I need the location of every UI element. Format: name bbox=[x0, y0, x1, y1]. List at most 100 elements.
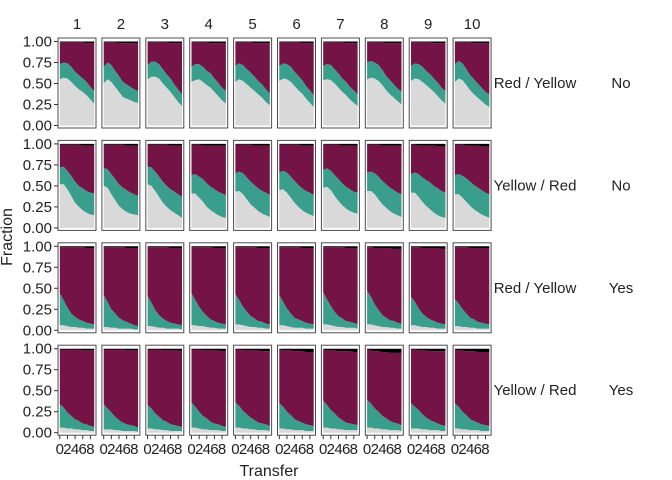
area-grey bbox=[59, 325, 95, 331]
panel bbox=[101, 344, 141, 436]
area-black bbox=[411, 41, 446, 44]
area-grey bbox=[191, 79, 226, 126]
area-black bbox=[103, 41, 139, 44]
area-maroon bbox=[323, 144, 358, 193]
area-teal bbox=[59, 404, 95, 432]
panel bbox=[233, 37, 273, 129]
panel bbox=[57, 37, 97, 129]
panel-grid bbox=[57, 37, 492, 436]
area-teal bbox=[235, 402, 270, 432]
area-maroon bbox=[367, 144, 402, 195]
y-tick-label: 1.00 bbox=[23, 34, 52, 51]
panel bbox=[320, 37, 360, 129]
area-maroon bbox=[103, 349, 139, 428]
panel bbox=[101, 139, 141, 231]
panel bbox=[364, 344, 404, 436]
x-tick-label: 6 bbox=[210, 441, 218, 458]
column-label: 3 bbox=[161, 16, 169, 33]
x-tick-label: 0 bbox=[187, 441, 195, 458]
x-tick-label: 0 bbox=[275, 441, 283, 458]
area-maroon bbox=[59, 144, 95, 194]
area-grey bbox=[323, 324, 358, 331]
area-teal bbox=[103, 295, 139, 330]
x-tick-label: 2 bbox=[458, 441, 466, 458]
area-teal bbox=[279, 63, 314, 108]
area-black bbox=[191, 246, 226, 248]
area-teal bbox=[323, 292, 358, 329]
area-maroon bbox=[323, 247, 358, 325]
area-maroon bbox=[103, 144, 139, 196]
area-maroon bbox=[235, 349, 270, 426]
panel bbox=[364, 37, 404, 129]
area-maroon bbox=[147, 144, 182, 197]
x-tick-label: 4 bbox=[247, 441, 255, 458]
area-maroon bbox=[235, 247, 270, 325]
area-maroon bbox=[411, 247, 446, 325]
panel bbox=[101, 242, 141, 334]
x-tick-label: 2 bbox=[151, 441, 159, 458]
area-black bbox=[147, 348, 182, 352]
area-grey bbox=[147, 184, 182, 228]
area-maroon bbox=[323, 42, 358, 95]
x-tick-label: 2 bbox=[327, 441, 335, 458]
panel bbox=[145, 344, 185, 436]
y-tick-label: 0.25 bbox=[23, 97, 52, 114]
y-tick-label: 0.50 bbox=[23, 76, 52, 93]
area-grey bbox=[103, 185, 139, 228]
x-tick-label: 0 bbox=[143, 441, 151, 458]
x-tick-label: 6 bbox=[79, 441, 87, 458]
y-tick-label: 0.75 bbox=[23, 362, 52, 379]
x-tick-label: 0 bbox=[231, 441, 239, 458]
area-maroon bbox=[191, 42, 226, 92]
x-tick-label: 6 bbox=[254, 441, 262, 458]
x-tick-label: 6 bbox=[430, 441, 438, 458]
x-tick-label: 2 bbox=[283, 441, 291, 458]
y-tick-label: 0.75 bbox=[23, 55, 52, 72]
x-tick-label: 4 bbox=[203, 441, 211, 458]
x-tick-label: 8 bbox=[262, 441, 270, 458]
y-tick-label: 0.50 bbox=[23, 383, 52, 400]
area-maroon bbox=[454, 144, 490, 195]
x-axis-title: Transfer bbox=[240, 463, 300, 480]
area-grey bbox=[367, 324, 402, 331]
area-black bbox=[323, 246, 358, 248]
x-tick-label: 0 bbox=[451, 441, 459, 458]
area-maroon bbox=[411, 144, 446, 193]
y-tick-label: 0.50 bbox=[23, 280, 52, 297]
area-black bbox=[367, 41, 402, 44]
column-label: 8 bbox=[380, 16, 388, 33]
area-teal bbox=[323, 168, 358, 214]
area-maroon bbox=[191, 349, 226, 427]
area-grey bbox=[147, 428, 182, 433]
y-tick-label: 1.00 bbox=[23, 136, 52, 153]
area-black bbox=[103, 348, 139, 351]
area-teal bbox=[367, 60, 402, 105]
x-tick-label: 8 bbox=[437, 441, 445, 458]
y-tick-label: 0.00 bbox=[23, 220, 52, 237]
area-black bbox=[191, 143, 226, 146]
x-tick-label: 8 bbox=[218, 441, 226, 458]
area-black bbox=[411, 348, 446, 352]
area-black bbox=[279, 348, 314, 353]
row-order-label: Yellow / Red bbox=[494, 177, 577, 194]
area-maroon bbox=[191, 144, 226, 196]
y-axis-title: Fraction bbox=[0, 208, 16, 266]
area-grey bbox=[411, 428, 446, 433]
area-maroon bbox=[454, 247, 490, 325]
y-tick-label: 1.00 bbox=[23, 238, 52, 255]
area-black bbox=[59, 246, 95, 248]
x-tick-label: 2 bbox=[414, 441, 422, 458]
area-black bbox=[191, 41, 226, 44]
x-tick-label: 0 bbox=[100, 441, 108, 458]
area-teal bbox=[147, 404, 182, 432]
area-grey bbox=[411, 325, 446, 331]
area-grey bbox=[147, 326, 182, 331]
area-grey bbox=[59, 77, 95, 126]
area-maroon bbox=[103, 42, 139, 92]
area-black bbox=[279, 246, 314, 248]
area-black bbox=[59, 143, 95, 146]
area-grey bbox=[59, 184, 95, 228]
area-grey bbox=[191, 193, 226, 228]
area-black bbox=[59, 41, 95, 44]
x-tick-label: 6 bbox=[386, 441, 394, 458]
